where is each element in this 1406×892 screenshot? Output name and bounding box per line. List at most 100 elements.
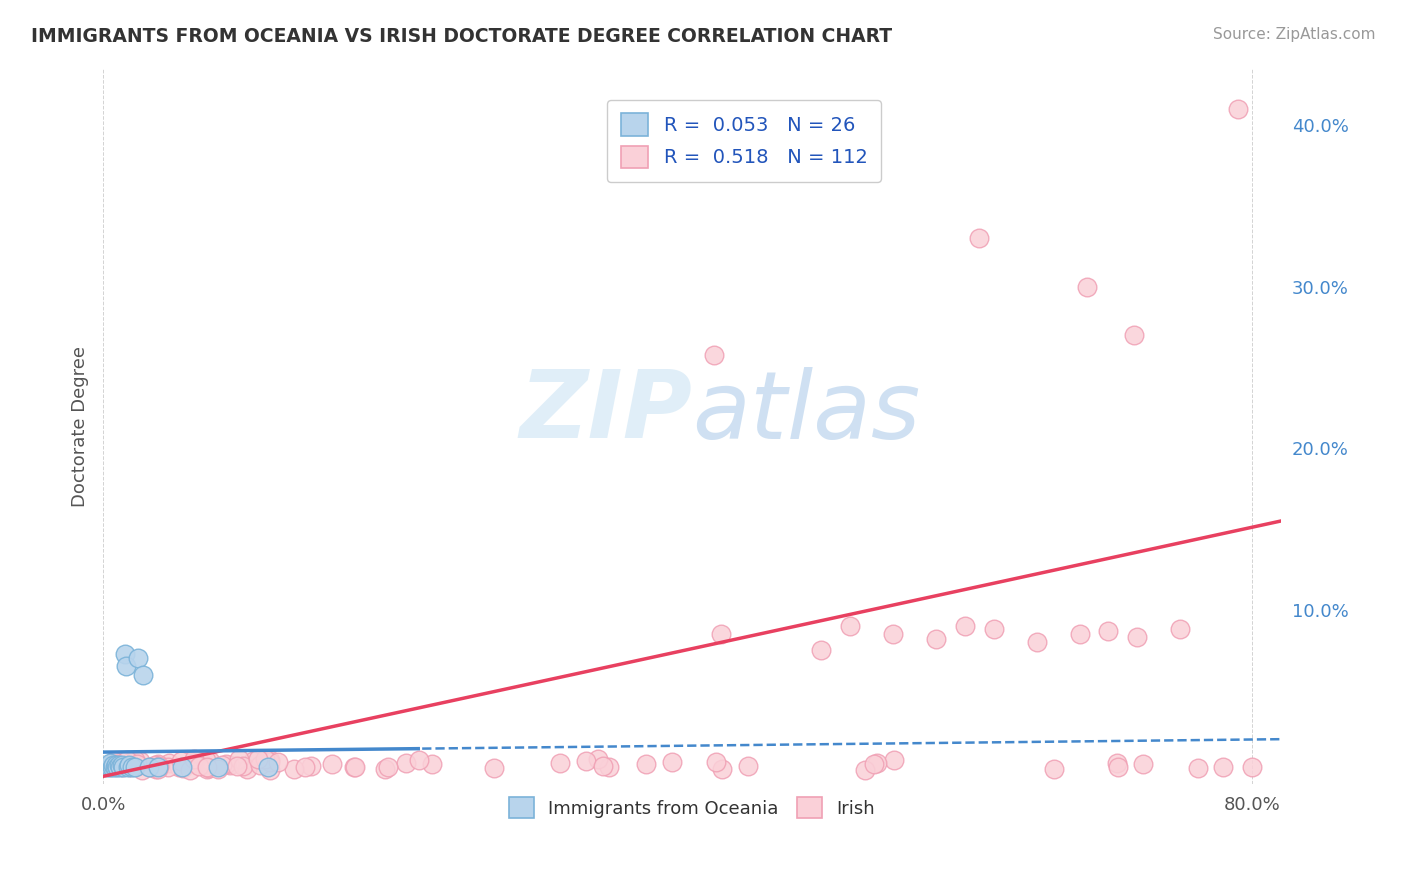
- Point: [1241, 759, 1264, 773]
- Point: [1123, 328, 1146, 343]
- Point: [408, 753, 430, 767]
- Point: [104, 756, 127, 771]
- Point: [146, 759, 169, 773]
- Point: [187, 759, 209, 773]
- Point: [259, 755, 281, 769]
- Point: [575, 754, 598, 768]
- Point: [143, 758, 166, 772]
- Point: [226, 758, 249, 772]
- Point: [96, 759, 118, 773]
- Point: [232, 759, 254, 773]
- Point: [159, 756, 181, 770]
- Point: [198, 755, 221, 769]
- Point: [107, 759, 129, 773]
- Point: [737, 759, 759, 773]
- Point: [139, 760, 162, 774]
- Point: [420, 757, 443, 772]
- Point: [118, 758, 141, 772]
- Point: [98, 758, 121, 772]
- Point: [98, 756, 121, 771]
- Point: [198, 761, 221, 775]
- Point: [124, 753, 146, 767]
- Point: [100, 759, 122, 773]
- Point: [172, 761, 194, 775]
- Point: [112, 759, 135, 773]
- Text: atlas: atlas: [692, 367, 921, 458]
- Point: [862, 757, 884, 772]
- Point: [172, 759, 194, 773]
- Point: [344, 760, 367, 774]
- Point: [197, 762, 219, 776]
- Point: [1126, 631, 1149, 645]
- Point: [953, 619, 976, 633]
- Point: [259, 753, 281, 767]
- Y-axis label: Doctorate Degree: Doctorate Degree: [72, 346, 89, 507]
- Point: [138, 759, 160, 773]
- Point: [195, 760, 218, 774]
- Point: [148, 759, 170, 773]
- Point: [548, 756, 571, 770]
- Point: [1107, 760, 1129, 774]
- Text: ZIP: ZIP: [519, 366, 692, 458]
- Point: [101, 757, 124, 772]
- Point: [108, 758, 131, 772]
- Point: [482, 761, 505, 775]
- Point: [1025, 635, 1047, 649]
- Point: [179, 763, 201, 777]
- Point: [157, 759, 180, 773]
- Point: [184, 753, 207, 767]
- Point: [167, 760, 190, 774]
- Point: [711, 762, 734, 776]
- Point: [283, 763, 305, 777]
- Point: [1187, 761, 1209, 775]
- Point: [256, 754, 278, 768]
- Point: [121, 755, 143, 769]
- Point: [125, 759, 148, 773]
- Point: [181, 756, 204, 770]
- Legend: Immigrants from Oceania, Irish: Immigrants from Oceania, Irish: [502, 790, 883, 825]
- Point: [882, 627, 904, 641]
- Point: [125, 756, 148, 770]
- Point: [1132, 756, 1154, 771]
- Point: [1107, 756, 1129, 770]
- Point: [242, 754, 264, 768]
- Point: [1168, 622, 1191, 636]
- Point: [103, 754, 125, 768]
- Point: [395, 756, 418, 770]
- Point: [883, 754, 905, 768]
- Point: [121, 754, 143, 768]
- Point: [115, 753, 138, 767]
- Point: [195, 753, 218, 767]
- Point: [118, 760, 141, 774]
- Point: [207, 762, 229, 776]
- Point: [110, 759, 132, 773]
- Point: [256, 753, 278, 767]
- Point: [115, 659, 138, 673]
- Point: [866, 756, 889, 771]
- Point: [839, 619, 862, 633]
- Point: [98, 759, 121, 773]
- Point: [131, 763, 153, 777]
- Point: [983, 622, 1005, 636]
- Point: [1212, 759, 1234, 773]
- Point: [132, 667, 155, 681]
- Point: [124, 759, 146, 773]
- Point: [117, 759, 139, 773]
- Point: [267, 755, 290, 769]
- Point: [111, 758, 134, 772]
- Point: [127, 757, 149, 772]
- Point: [219, 757, 242, 772]
- Point: [598, 760, 620, 774]
- Point: [702, 347, 724, 361]
- Point: [925, 632, 948, 646]
- Point: [294, 760, 316, 774]
- Point: [661, 756, 683, 770]
- Point: [257, 759, 280, 773]
- Point: [105, 758, 128, 772]
- Text: Source: ZipAtlas.com: Source: ZipAtlas.com: [1212, 27, 1375, 42]
- Point: [228, 752, 250, 766]
- Point: [105, 756, 128, 771]
- Point: [169, 754, 191, 768]
- Point: [259, 763, 281, 777]
- Point: [1226, 102, 1249, 116]
